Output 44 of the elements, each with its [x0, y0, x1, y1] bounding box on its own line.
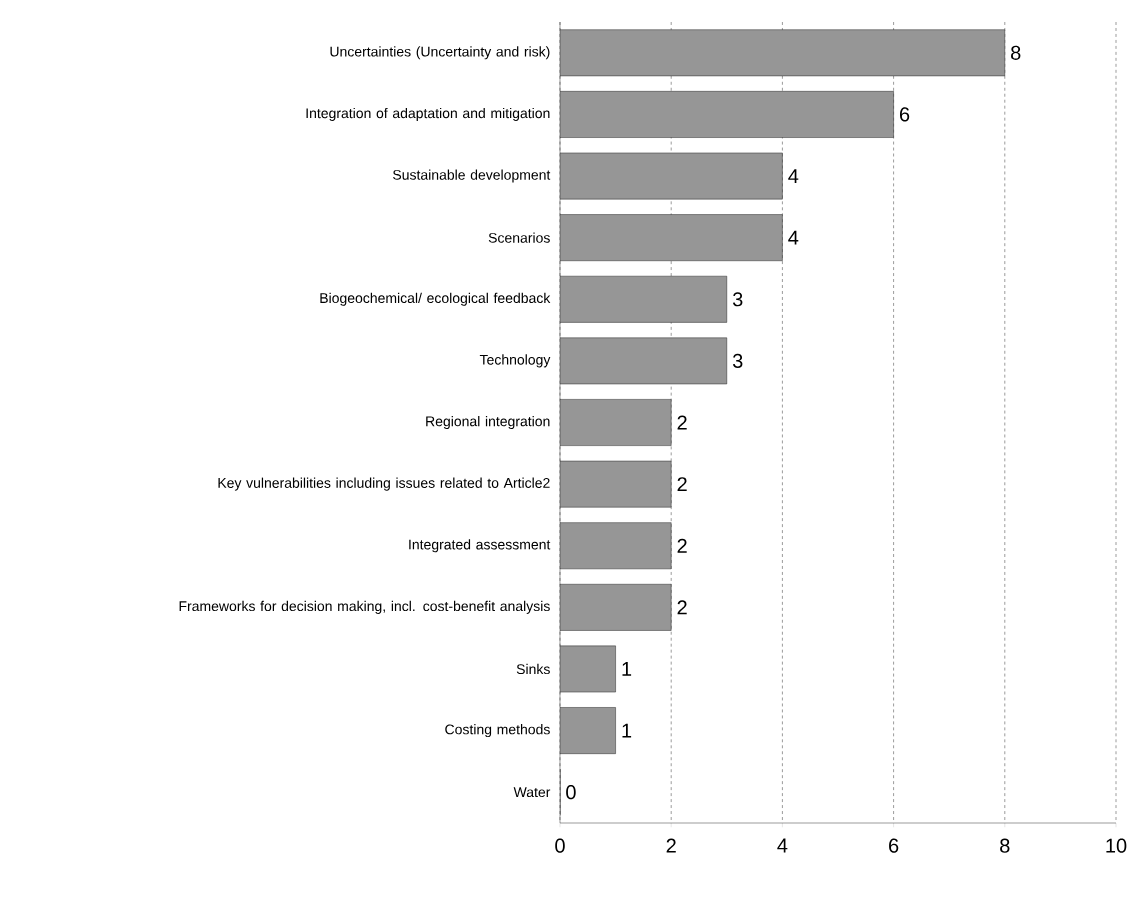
data-label: 4 [788, 230, 799, 245]
data-label: 8 [1011, 45, 1021, 60]
y-tick-label: Technology [479, 354, 551, 368]
data-label: 1 [622, 723, 632, 738]
x-tick-label: 10 [1106, 838, 1127, 853]
x-tick-label: 0 [555, 838, 565, 853]
data-label: 6 [899, 107, 910, 122]
y-tick-label: Scenarios [488, 232, 550, 243]
y-tick-label: Sustainable development [393, 169, 551, 183]
bar [560, 337, 727, 385]
bar [560, 522, 672, 570]
y-tick-label: Key vulnerabilities including issues related to Article2 [218, 477, 550, 491]
y-tick-label: Integration of adaptation and mitigation [306, 107, 550, 121]
y-tick-label: Water [513, 787, 551, 798]
y-tick-label: Regional integration [426, 415, 550, 430]
y-tick-label: Sinks [516, 663, 550, 675]
data-label: 2 [677, 600, 687, 615]
data-label: 4 [788, 169, 799, 183]
y-tick-label: Frameworks for decision making, incl. cost-benefit analysis [179, 600, 550, 614]
bar [560, 645, 616, 693]
data-label: 1 [622, 662, 632, 676]
data-label: 3 [732, 353, 743, 368]
x-tick-label: 2 [666, 838, 676, 853]
y-tick-label: Costing methods [445, 724, 550, 738]
bar [560, 460, 672, 508]
y-tick-label: Integrated assessment [409, 539, 551, 553]
y-tick-label: Uncertainties (Uncertainty and risk) [330, 46, 550, 60]
x-tick-label: 8 [1000, 838, 1010, 853]
data-label: 3 [732, 292, 743, 307]
bar [560, 214, 783, 261]
x-tick-label: 6 [889, 838, 899, 853]
bar [560, 275, 727, 323]
y-tick-label: Biogeochemical/ ecological feedback [320, 292, 551, 306]
bar [560, 584, 672, 631]
data-label: 2 [677, 415, 687, 430]
bar [560, 399, 672, 446]
bar [560, 707, 616, 754]
data-label: 2 [677, 538, 687, 553]
x-tick-label: 4 [777, 838, 788, 853]
data-label: 0 [566, 785, 576, 800]
bar [560, 91, 894, 138]
data-label: 2 [677, 477, 687, 492]
bar [560, 29, 1005, 77]
bar [560, 152, 783, 200]
